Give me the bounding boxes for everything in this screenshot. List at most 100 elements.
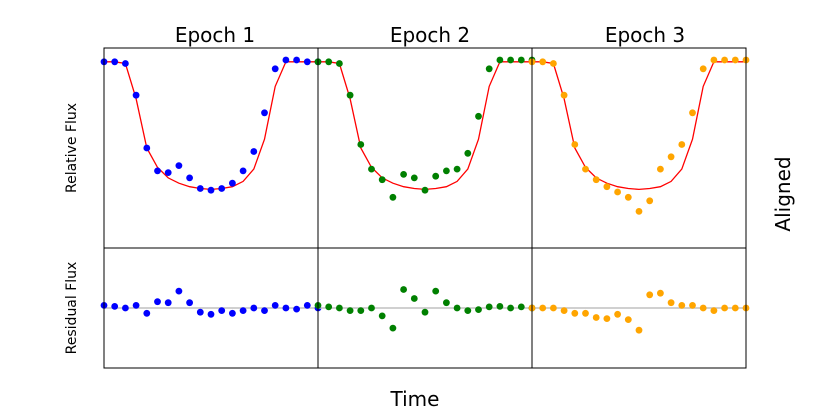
flux-epoch-3-point bbox=[646, 197, 654, 205]
flux-epoch-3-point bbox=[560, 91, 568, 99]
flux-epoch-3-point bbox=[614, 188, 621, 196]
residual-epoch-2-point bbox=[368, 304, 375, 312]
flux-epoch-1-panel bbox=[100, 47, 322, 249]
residual-epoch-1-point bbox=[196, 308, 204, 316]
residual-epoch-2-point bbox=[475, 306, 482, 313]
flux-epoch-2-point bbox=[496, 56, 504, 64]
residual-epoch-3-point bbox=[603, 315, 611, 322]
residual-epoch-1-point bbox=[239, 307, 247, 314]
residual-epoch-1-point bbox=[132, 302, 140, 309]
flux-epoch-3-point bbox=[731, 56, 739, 64]
flux-epoch-1-point bbox=[250, 148, 258, 155]
flux-epoch-2-point bbox=[517, 56, 525, 64]
residual-epoch-2-point bbox=[421, 308, 429, 316]
flux-epoch-2-point bbox=[410, 174, 418, 182]
flux-epoch-3-point bbox=[635, 208, 643, 215]
flux-epoch-1-point bbox=[271, 65, 279, 73]
flux-epoch-2-panel bbox=[314, 47, 536, 249]
residual-epoch-1-point bbox=[218, 307, 226, 314]
flux-epoch-1-frame bbox=[103, 47, 319, 249]
flux-epoch-2-point bbox=[336, 60, 343, 67]
flux-epoch-3-point bbox=[699, 65, 707, 73]
flux-epoch-3-panel bbox=[528, 47, 750, 249]
flux-epoch-1-point bbox=[293, 56, 300, 64]
flux-epoch-3-point bbox=[624, 193, 632, 201]
residual-epoch-3-panel bbox=[528, 247, 750, 369]
residual-epoch-2-point bbox=[378, 312, 386, 320]
residual-epoch-1-point bbox=[164, 299, 172, 307]
flux-epoch-3-point bbox=[571, 141, 579, 148]
residual-epoch-1-panel bbox=[100, 247, 322, 369]
residual-epoch-2-point bbox=[507, 304, 514, 312]
residual-epoch-3-point bbox=[646, 291, 654, 299]
residual-epoch-3-point bbox=[699, 304, 707, 312]
residual-epoch-2-point bbox=[432, 287, 440, 295]
flux-epoch-3-point bbox=[539, 58, 547, 66]
flux-epoch-3-point bbox=[603, 183, 611, 191]
flux-epoch-1-point bbox=[196, 185, 204, 192]
flux-epoch-2-point bbox=[485, 65, 493, 73]
residual-epoch-3-point bbox=[560, 307, 568, 314]
x-axis-label: Time bbox=[390, 387, 440, 411]
flux-epoch-2-point bbox=[346, 91, 354, 99]
flux-epoch-3-point bbox=[592, 176, 600, 184]
epoch-2-title: Epoch 2 bbox=[390, 23, 470, 47]
residual-epoch-1-point bbox=[186, 299, 194, 307]
flux-epoch-1-point bbox=[218, 185, 226, 192]
flux-epoch-3-frame bbox=[531, 47, 747, 249]
residual-epoch-3-point bbox=[624, 316, 632, 323]
flux-epoch-1-point bbox=[154, 167, 161, 175]
residual-epoch-1-point bbox=[293, 305, 300, 313]
residual-epoch-2-point bbox=[485, 303, 493, 311]
residual-epoch-3-point bbox=[689, 302, 696, 309]
residual-epoch-2-panel bbox=[314, 247, 536, 369]
flux-epoch-2-point bbox=[475, 112, 482, 120]
residual-epoch-1-point bbox=[207, 310, 215, 318]
row-label-aligned: Aligned bbox=[771, 156, 795, 231]
residual-epoch-1-point bbox=[122, 304, 129, 312]
flux-epoch-1-point bbox=[239, 167, 247, 175]
flux-epoch-2-point bbox=[464, 149, 472, 157]
residual-epoch-1-point bbox=[229, 309, 236, 317]
flux-epoch-1-point bbox=[261, 109, 268, 117]
residual-epoch-3-point bbox=[550, 304, 557, 312]
flux-epoch-1-point bbox=[175, 162, 183, 170]
residual-epoch-1-point bbox=[271, 302, 279, 309]
flux-epoch-2-point bbox=[378, 176, 386, 184]
flux-epoch-2-point bbox=[507, 56, 514, 64]
flux-epoch-1-point bbox=[143, 144, 151, 152]
residual-epoch-2-point bbox=[443, 299, 450, 307]
flux-epoch-1-point bbox=[207, 186, 215, 194]
residual-epoch-1-point bbox=[261, 307, 268, 314]
residual-epoch-3-point bbox=[710, 307, 718, 314]
flux-epoch-3-point bbox=[582, 165, 589, 173]
residual-epoch-2-point bbox=[336, 304, 343, 312]
residual-epoch-3-point bbox=[731, 304, 739, 312]
flux-epoch-2-model-line bbox=[318, 61, 532, 191]
flux-epoch-3-point bbox=[689, 109, 696, 117]
residual-epoch-2-point bbox=[389, 324, 397, 332]
epoch-3-title: Epoch 3 bbox=[605, 23, 685, 47]
flux-epoch-1-point bbox=[132, 91, 140, 99]
flux-epoch-3-model-line bbox=[532, 61, 746, 191]
residual-epoch-3-frame bbox=[531, 247, 747, 369]
residual-flux-label: Residual Flux bbox=[64, 262, 80, 355]
flux-epoch-2-frame bbox=[317, 47, 533, 249]
residual-epoch-2-point bbox=[357, 307, 365, 314]
residual-epoch-3-point bbox=[592, 314, 600, 321]
flux-epoch-2-point bbox=[389, 193, 397, 201]
flux-epoch-2-point bbox=[325, 58, 333, 66]
flux-epoch-3-point bbox=[721, 56, 728, 64]
flux-epoch-3-point bbox=[678, 141, 686, 148]
flux-epoch-1-point bbox=[111, 58, 119, 66]
residual-epoch-2-point bbox=[410, 295, 418, 302]
residual-epoch-3-point bbox=[657, 289, 664, 297]
flux-epoch-1-point bbox=[186, 174, 194, 182]
residual-epoch-1-point bbox=[250, 304, 258, 312]
residual-epoch-3-point bbox=[721, 304, 728, 312]
residual-epoch-1-point bbox=[111, 303, 119, 310]
residual-epoch-2-point bbox=[400, 286, 407, 293]
flux-epoch-2-point bbox=[368, 165, 375, 173]
residual-epoch-3-point bbox=[678, 302, 686, 309]
